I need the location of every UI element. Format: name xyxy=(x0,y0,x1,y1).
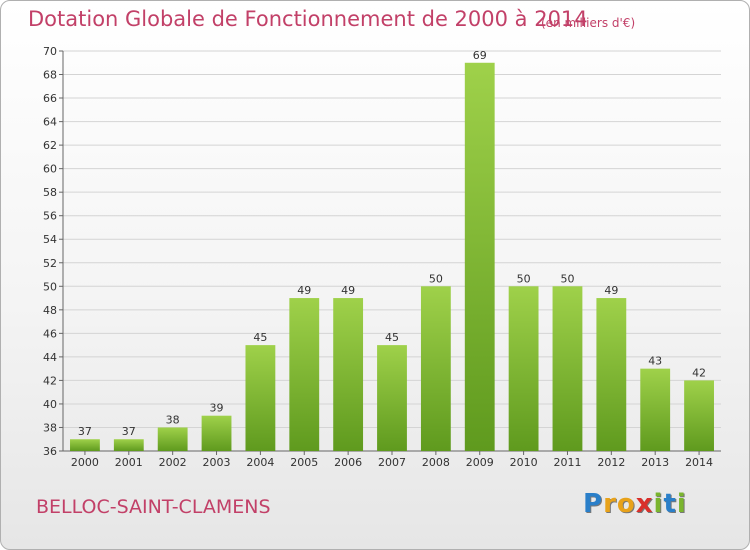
location-name: BELLOC-SAINT-CLAMENS xyxy=(36,496,271,518)
data-label: 42 xyxy=(692,366,706,379)
y-tick-label: 68 xyxy=(43,69,57,82)
bar xyxy=(508,286,539,451)
proxiti-logo: Proxiti xyxy=(583,489,687,519)
data-label: 50 xyxy=(517,272,531,285)
bar xyxy=(289,298,320,451)
data-label: 43 xyxy=(648,355,662,368)
data-label: 37 xyxy=(122,425,136,438)
x-tick-label: 2000 xyxy=(71,456,99,469)
data-label: 49 xyxy=(297,284,311,297)
x-tick-label: 2004 xyxy=(246,456,274,469)
y-tick-label: 56 xyxy=(43,210,57,223)
data-label: 45 xyxy=(385,331,399,344)
data-labels: 37 37 38 39 45 49 49 45 50 69 50 50 49 43 42 xyxy=(78,49,706,438)
data-label: 45 xyxy=(253,331,267,344)
x-tick-label: 2011 xyxy=(553,456,581,469)
logo-letter: P xyxy=(583,489,604,519)
bar xyxy=(464,62,495,451)
bar xyxy=(245,345,276,451)
logo-letter: r xyxy=(603,489,617,519)
bar xyxy=(70,439,100,451)
bar xyxy=(377,345,407,451)
bar xyxy=(201,415,232,451)
y-tick-label: 36 xyxy=(43,445,57,458)
y-tick-label: 46 xyxy=(43,327,57,340)
x-tick-label: 2002 xyxy=(159,456,187,469)
logo-letter: i xyxy=(653,489,664,519)
data-label: 39 xyxy=(210,402,224,415)
x-tick-label: 2005 xyxy=(290,456,318,469)
data-label: 37 xyxy=(78,425,92,438)
y-tick-label: 40 xyxy=(43,398,57,411)
logo-letter: i xyxy=(676,489,687,519)
x-tick-labels: 2000 2001 2002 2003 2004 2005 2006 2007 2008 2009… xyxy=(71,451,713,469)
x-tick-label: 2010 xyxy=(510,456,538,469)
y-tick-labels: 36 38 40 42 44 46 48 50 52 54 56 58 60 62 64 66 68 70 xyxy=(43,45,57,458)
data-label: 49 xyxy=(341,284,355,297)
bar xyxy=(596,298,627,451)
bar xyxy=(420,286,451,451)
x-tick-label: 2007 xyxy=(378,456,406,469)
data-label: 50 xyxy=(429,272,443,285)
y-tick-label: 58 xyxy=(43,186,57,199)
y-tick-label: 66 xyxy=(43,92,57,105)
x-tick-label: 2009 xyxy=(466,456,494,469)
y-tick-label: 38 xyxy=(43,421,57,434)
x-tick-label: 2001 xyxy=(115,456,143,469)
data-label: 49 xyxy=(604,284,618,297)
chart-title: Dotation Globale de Fonctionnement de 20… xyxy=(28,7,588,31)
logo-letter: t xyxy=(663,489,677,519)
bar xyxy=(113,439,144,451)
y-tick-label: 52 xyxy=(43,257,57,270)
data-label: 38 xyxy=(166,413,180,426)
x-tick-label: 2013 xyxy=(641,456,669,469)
chart-subtitle: (en milliers d'€) xyxy=(541,16,636,30)
y-tick-label: 60 xyxy=(43,163,57,176)
y-tick-label: 42 xyxy=(43,374,57,387)
x-tick-label: 2012 xyxy=(597,456,625,469)
bar xyxy=(552,286,583,451)
bar xyxy=(157,427,188,451)
logo-letter: o xyxy=(616,489,636,519)
bar xyxy=(684,380,714,451)
y-tick-label: 64 xyxy=(43,116,57,129)
x-tick-label: 2006 xyxy=(334,456,362,469)
x-tick-label: 2003 xyxy=(203,456,231,469)
bars xyxy=(70,62,714,451)
y-tick-label: 54 xyxy=(43,233,57,246)
y-tick-label: 62 xyxy=(43,139,57,152)
x-tick-label: 2014 xyxy=(685,456,713,469)
data-label: 50 xyxy=(560,272,574,285)
logo-letter: x xyxy=(635,489,654,519)
y-tick-label: 48 xyxy=(43,304,57,317)
bar xyxy=(333,298,364,451)
y-tick-label: 70 xyxy=(43,45,57,58)
data-label: 69 xyxy=(473,49,487,62)
y-tick-label: 44 xyxy=(43,351,57,364)
bar xyxy=(640,368,671,451)
y-tick-label: 50 xyxy=(43,280,57,293)
x-tick-label: 2008 xyxy=(422,456,450,469)
